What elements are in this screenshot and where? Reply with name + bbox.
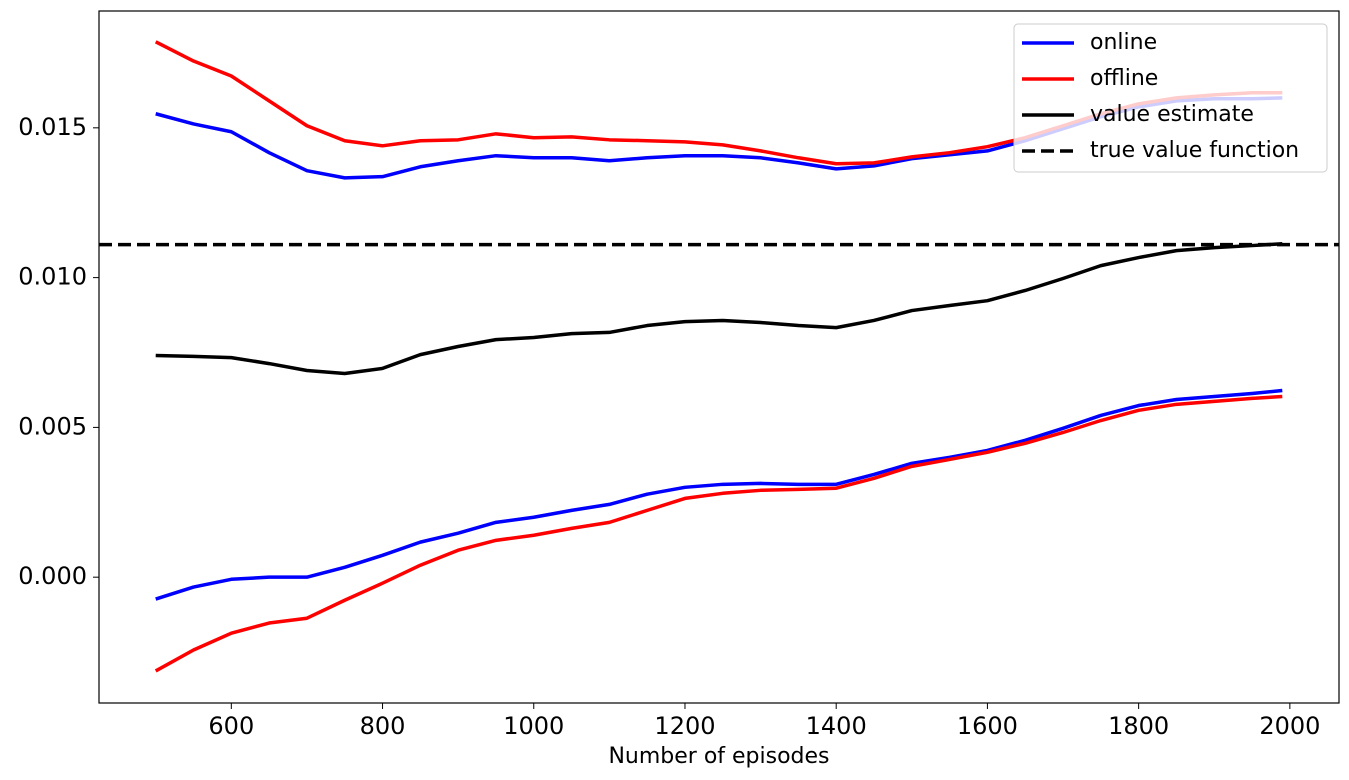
legend-box bbox=[1013, 23, 1328, 173]
x-tick-label: 1000 bbox=[503, 712, 564, 740]
y-tick-label: 0.000 bbox=[18, 562, 87, 590]
x-tick-label: 1400 bbox=[806, 712, 867, 740]
legend-label: online bbox=[1090, 30, 1157, 55]
x-tick-label: 600 bbox=[208, 712, 254, 740]
x-tick-label: 1200 bbox=[654, 712, 715, 740]
x-tick-label: 1600 bbox=[957, 712, 1018, 740]
x-axis-label: Number of episodes bbox=[608, 744, 829, 769]
series-line bbox=[155, 242, 1283, 376]
legend-label: true value function bbox=[1090, 138, 1299, 163]
lower-line bbox=[155, 388, 1283, 601]
legend-label: value estimate bbox=[1090, 102, 1254, 127]
plot-frame bbox=[98, 10, 1340, 704]
y-tick-label: 0.010 bbox=[18, 263, 87, 291]
y-tick-label: 0.005 bbox=[18, 412, 87, 440]
x-tick-label: 2000 bbox=[1259, 712, 1320, 740]
legend-label: offline bbox=[1090, 66, 1158, 91]
x-tick-label: 1800 bbox=[1108, 712, 1169, 740]
x-tick-label: 800 bbox=[360, 712, 406, 740]
lower-line bbox=[154, 394, 1283, 673]
y-tick-label: 0.015 bbox=[18, 113, 87, 141]
